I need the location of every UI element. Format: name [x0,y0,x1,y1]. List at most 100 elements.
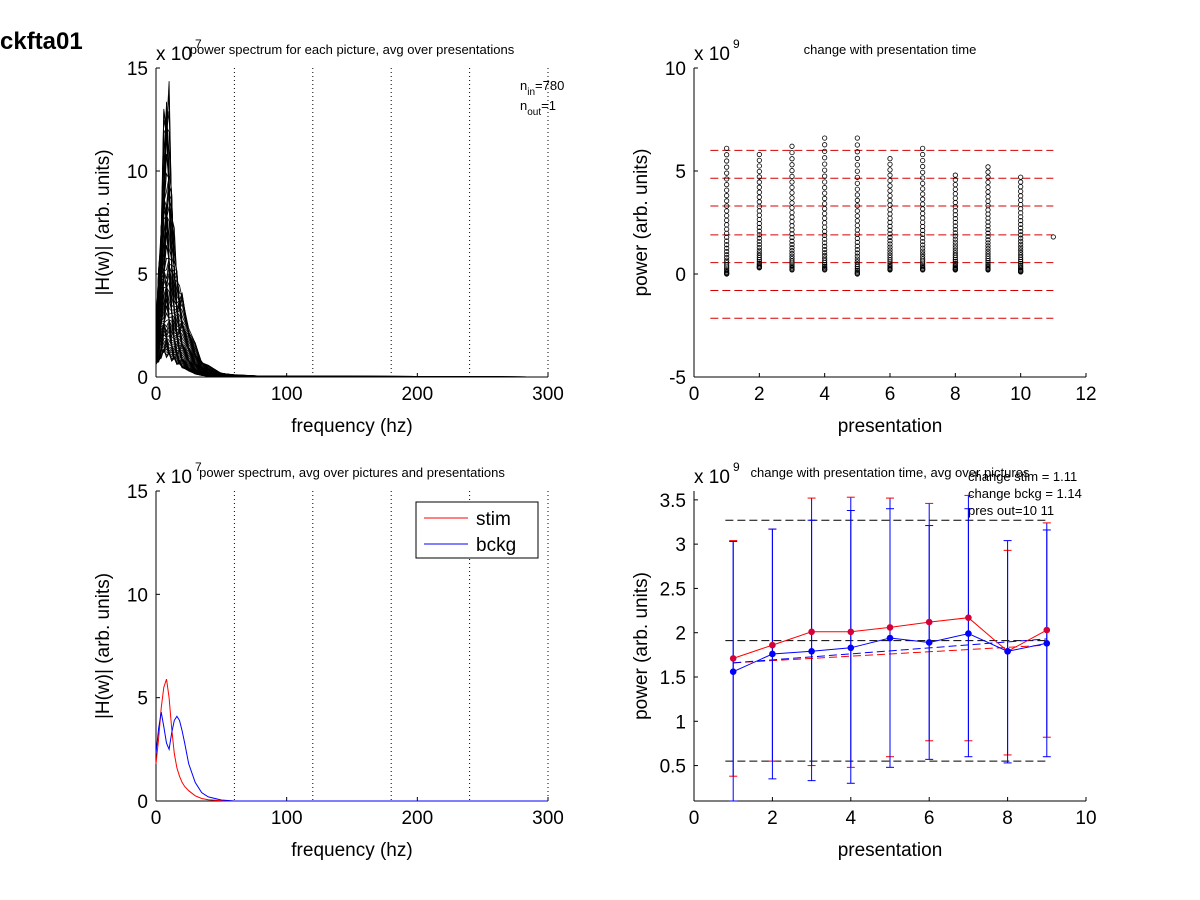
data-point-bckg [729,668,737,675]
x-tick-label: 2 [754,384,765,405]
spectrum-trace [155,285,549,378]
x-axis-label: frequency (hz) [291,416,412,437]
data-point [724,251,730,258]
data-point [822,224,828,230]
data-point [789,173,795,180]
data-point [1018,252,1024,258]
data-point [724,238,730,244]
plot-title: change with presentation time [804,42,977,57]
spectrum-trace [155,266,549,378]
data-point [920,238,926,245]
x-tick-label: 200 [401,384,433,405]
data-point [985,169,991,175]
data-point [985,184,991,190]
data-point [789,156,795,162]
data-point [887,223,893,229]
data-point [854,149,860,155]
data-point [920,191,926,197]
data-point [985,223,991,229]
data-point [887,202,893,208]
data-point [789,143,795,149]
data-point [822,240,828,246]
exponent-power: 9 [733,37,740,51]
data-point-bckg [886,634,894,642]
data-point [985,243,991,249]
data-point [822,265,828,271]
data-point [920,180,926,187]
series-line-bckg [155,712,548,802]
data-point [822,173,828,179]
spectrum-trace [155,273,549,378]
spectrum-trace [155,210,549,378]
data-point [1018,201,1024,208]
data-point [789,218,795,225]
data-point [920,175,926,181]
data-point [724,245,730,251]
annotation-line: change stim = 1.11 [968,469,1077,484]
spectrum-trace [155,101,549,378]
data-point [985,233,991,240]
data-point [854,227,860,233]
spectrum-trace [155,284,549,378]
annotation-line: change bckg = 1.14 [968,486,1082,501]
data-point [822,211,828,217]
data-point [756,179,762,185]
spectrum-trace [155,257,549,378]
data-point [854,247,860,253]
data-point [789,253,795,259]
data-point [756,238,762,245]
data-point [887,261,893,267]
data-point [985,194,991,200]
data-point-bckg [847,644,855,652]
exponent-power: 9 [733,460,740,474]
data-point [1018,184,1024,190]
data-point [854,208,860,214]
spectrum-trace [155,204,549,378]
data-point-stim [729,655,737,662]
spectrum-trace [155,305,549,378]
data-point [756,174,762,180]
data-point [920,253,926,260]
data-point [756,260,762,266]
data-point [789,149,795,156]
data-point [952,182,958,188]
data-point [789,238,795,244]
data-point [854,259,860,265]
y-tick-label: 5 [137,265,148,286]
x-tick-label: 0 [689,808,700,829]
data-point [887,247,893,253]
spectrum-trace [155,81,549,378]
data-point [920,157,926,164]
data-point [1018,260,1024,267]
data-point [920,145,926,151]
data-point [854,162,860,168]
data-point [789,263,795,270]
data-point [952,199,958,206]
spectrum-trace [155,193,549,378]
x-tick-label: 100 [271,384,303,405]
data-point [1018,179,1024,185]
data-point [920,242,926,248]
legend: stim bckg [415,501,539,559]
x-tick-label: 0 [151,808,162,829]
data-point [985,207,991,213]
y-tick-label: 0 [137,368,148,389]
data-point [724,248,730,255]
x-tick-label: 0 [151,384,162,405]
data-point [789,179,795,185]
data-point [854,243,860,249]
data-point [985,189,991,195]
data-point [1018,254,1024,260]
y-tick-label: 0 [675,265,686,286]
data-point [854,197,860,204]
data-point [887,167,893,173]
plot-title: power spectrum, avg over pictures and pr… [199,465,505,480]
y-tick-label: 5 [675,162,686,183]
data-point [854,253,860,259]
exponent-power: 7 [195,37,202,51]
spectrum-trace [155,214,549,378]
spectrum-trace [155,117,549,378]
data-point [854,203,860,209]
data-point [724,182,730,188]
spectrum-trace [155,177,549,378]
